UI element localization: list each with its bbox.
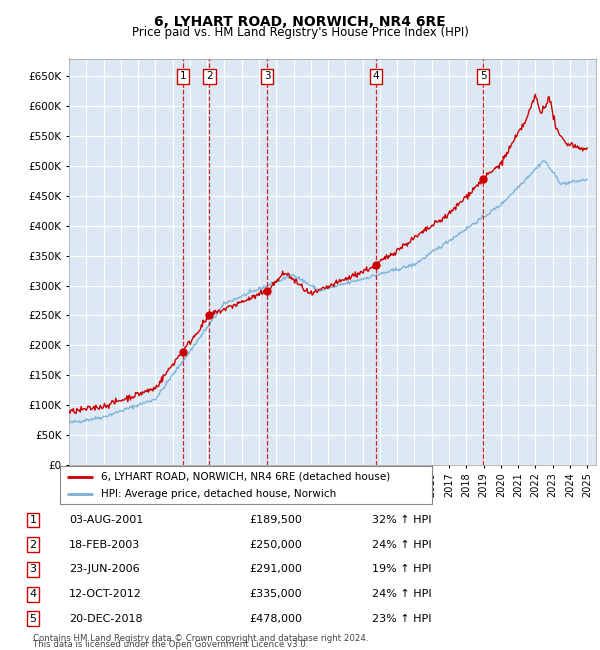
Text: £335,000: £335,000 xyxy=(249,589,302,599)
Text: 23% ↑ HPI: 23% ↑ HPI xyxy=(372,614,431,624)
Text: £291,000: £291,000 xyxy=(249,564,302,575)
Text: £189,500: £189,500 xyxy=(249,515,302,525)
Text: 6, LYHART ROAD, NORWICH, NR4 6RE (detached house): 6, LYHART ROAD, NORWICH, NR4 6RE (detach… xyxy=(101,472,390,482)
Text: 5: 5 xyxy=(480,72,487,81)
Text: 3: 3 xyxy=(264,72,271,81)
Text: £250,000: £250,000 xyxy=(249,540,302,550)
Text: 6, LYHART ROAD, NORWICH, NR4 6RE: 6, LYHART ROAD, NORWICH, NR4 6RE xyxy=(154,15,446,29)
Text: HPI: Average price, detached house, Norwich: HPI: Average price, detached house, Norw… xyxy=(101,489,336,499)
Text: 20-DEC-2018: 20-DEC-2018 xyxy=(69,614,143,624)
Text: 4: 4 xyxy=(373,72,379,81)
Text: 32% ↑ HPI: 32% ↑ HPI xyxy=(372,515,431,525)
Text: 2: 2 xyxy=(206,72,213,81)
Text: £478,000: £478,000 xyxy=(249,614,302,624)
Text: 3: 3 xyxy=(29,564,37,575)
Text: 4: 4 xyxy=(29,589,37,599)
Text: 12-OCT-2012: 12-OCT-2012 xyxy=(69,589,142,599)
Text: This data is licensed under the Open Government Licence v3.0.: This data is licensed under the Open Gov… xyxy=(33,640,308,649)
Text: 23-JUN-2006: 23-JUN-2006 xyxy=(69,564,140,575)
Text: 03-AUG-2001: 03-AUG-2001 xyxy=(69,515,143,525)
Text: 24% ↑ HPI: 24% ↑ HPI xyxy=(372,540,431,550)
Text: 5: 5 xyxy=(29,614,37,624)
Text: 1: 1 xyxy=(29,515,37,525)
Text: Contains HM Land Registry data © Crown copyright and database right 2024.: Contains HM Land Registry data © Crown c… xyxy=(33,634,368,643)
Text: 19% ↑ HPI: 19% ↑ HPI xyxy=(372,564,431,575)
Text: Price paid vs. HM Land Registry's House Price Index (HPI): Price paid vs. HM Land Registry's House … xyxy=(131,26,469,39)
Text: 18-FEB-2003: 18-FEB-2003 xyxy=(69,540,140,550)
Text: 2: 2 xyxy=(29,540,37,550)
FancyBboxPatch shape xyxy=(60,466,432,504)
Text: 1: 1 xyxy=(179,72,186,81)
Text: 24% ↑ HPI: 24% ↑ HPI xyxy=(372,589,431,599)
